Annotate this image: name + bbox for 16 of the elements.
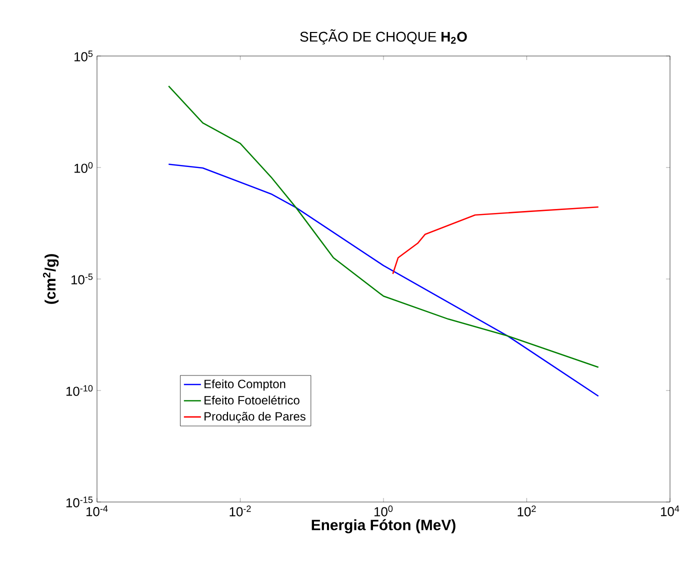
x-tick-label: 10$^{-4}$ [86,506,108,516]
x-tick-label: 10$^{2}$ [518,506,536,516]
y-tick-label: 10$^{0}$ [74,162,93,173]
y-tick-label: 10$^{-10}$ [66,385,93,396]
legend-label: Produção de Pares [204,412,306,424]
y-tick-label: 10$^{5}$ [74,50,93,62]
y-axis-title: (cm$^{2}$/g) [42,254,59,304]
chart-title: SEÇÃO DE CHOQUE H$_{2}$O [300,29,467,45]
x-tick-label: 10$^{-2}$ [230,506,251,516]
x-tick-label: 10$^{4}$ [661,506,680,516]
legend-label: Efeito Compton [204,379,286,391]
x-axis-title: Energia Fóton (MeV) [312,519,456,534]
x-tick-label: 10$^{0}$ [374,506,393,516]
y-tick-label: 10$^{-15}$ [66,496,93,508]
y-tick-label: 10$^{-5}$ [71,274,93,284]
legend-label: Efeito Fotoelétrico [204,396,300,404]
